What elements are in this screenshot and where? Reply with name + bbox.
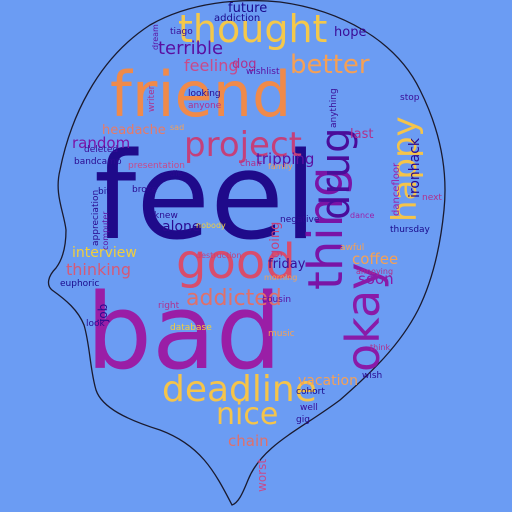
word: future [228, 1, 268, 16]
word: bit [98, 187, 110, 197]
word: bad [86, 271, 282, 393]
word: terrible [158, 38, 224, 59]
word: hope [334, 25, 367, 40]
word: last [350, 127, 374, 142]
word: awful [340, 243, 365, 253]
word: anyone [188, 101, 222, 111]
word: soon [358, 270, 394, 288]
word: addiction [214, 13, 261, 24]
word: annoying [356, 267, 394, 276]
word: thursday [390, 225, 430, 235]
word: dog [232, 57, 257, 72]
word: morning [264, 273, 298, 282]
word: wishlist [246, 67, 280, 77]
word: destruction [196, 251, 242, 260]
word: broke [132, 185, 158, 195]
word: dream [151, 24, 160, 50]
word: presentation [128, 161, 185, 171]
word: dance [350, 211, 375, 220]
word: thinking [66, 260, 132, 279]
word: music [268, 329, 295, 339]
word: nobody [196, 221, 226, 230]
word: look [86, 319, 105, 329]
word: cohort [296, 387, 325, 397]
word: appreciation [91, 189, 101, 246]
word: feeling [184, 56, 239, 75]
word: vacation [298, 373, 358, 389]
word: headache [102, 123, 166, 138]
word: good [176, 234, 296, 290]
word: looking [188, 89, 221, 99]
word: better [290, 50, 370, 80]
word: think [370, 343, 391, 352]
word: family [268, 162, 293, 171]
word: alone [162, 219, 201, 235]
word: die [170, 169, 183, 178]
word: going [268, 221, 283, 258]
word: worst [255, 458, 269, 492]
word: right [158, 301, 180, 311]
word: gig [296, 415, 310, 425]
word: writer [147, 85, 157, 112]
word: database [170, 323, 212, 333]
word: chair [240, 159, 263, 169]
word: euphoric [60, 279, 100, 289]
word: stop [400, 93, 420, 103]
word: knew [154, 211, 178, 221]
word: friend [110, 58, 292, 131]
word: project [184, 125, 303, 165]
head-outline [47, 0, 446, 506]
word: chain [228, 432, 269, 450]
word: thought [178, 7, 328, 51]
word: well [300, 403, 318, 413]
word: next [422, 193, 442, 203]
word: nice [216, 397, 279, 432]
word: deleted [84, 145, 119, 155]
word: addicted [186, 286, 282, 311]
word: feel [94, 128, 318, 267]
word: friday [268, 257, 306, 272]
word: coffee [352, 250, 399, 268]
word: cousin [262, 295, 292, 305]
word: ironhack [407, 137, 423, 198]
word: sad [170, 123, 185, 132]
word: tripping [256, 150, 315, 168]
word: computer [101, 211, 110, 250]
word: random [72, 134, 131, 152]
word: dancefloor [391, 162, 402, 216]
word: anything [329, 88, 339, 128]
word: bandcamp [74, 157, 122, 167]
word: negative [280, 215, 320, 225]
word: tiago [170, 27, 193, 37]
word: interview [72, 245, 137, 261]
word: wish [362, 371, 383, 381]
word: deadline [162, 369, 317, 410]
